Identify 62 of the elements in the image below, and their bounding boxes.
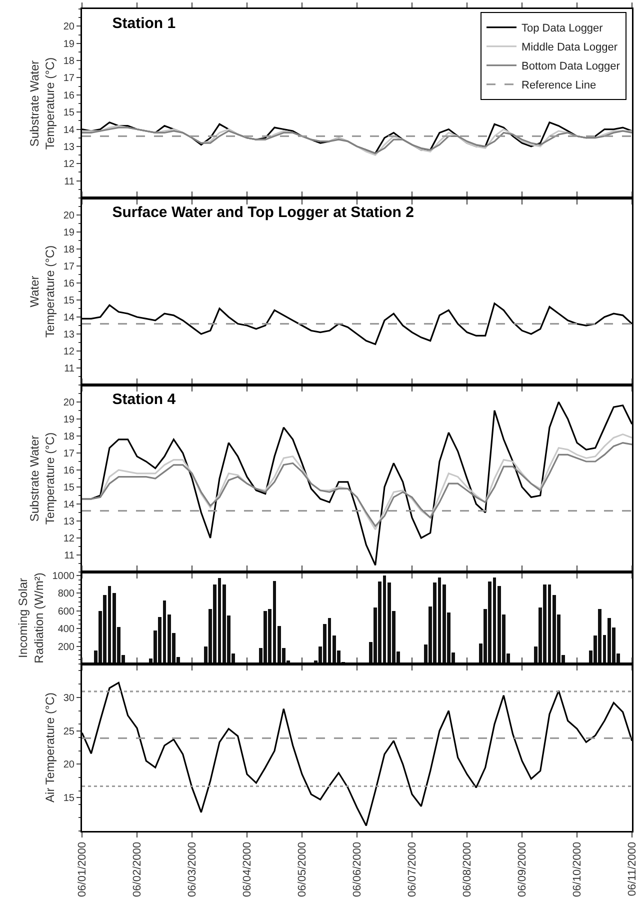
- y-tick-label: 18: [63, 244, 75, 256]
- y-axis-title: Air Temperature (°C): [42, 692, 57, 802]
- x-tick-label: 06/01/2000: [76, 842, 89, 897]
- y-tick-label: 19: [63, 228, 75, 238]
- y-tick-label: 11: [64, 176, 75, 188]
- y-tick-label: 11: [64, 550, 75, 562]
- x-tick-label: 06/10/2000: [572, 842, 584, 897]
- y-tick-label: 15: [63, 296, 75, 306]
- y-tick-label: 18: [63, 56, 75, 68]
- y-axis-title: Substrate Water Temperature (°C): [27, 432, 57, 525]
- x-tick-label: 06/09/2000: [516, 842, 529, 897]
- x-tick-label: 06/03/2000: [186, 842, 199, 897]
- y-tick-label: 14: [63, 312, 75, 324]
- y-tick-label: 15: [63, 108, 75, 119]
- y-tick-label: 13: [63, 330, 75, 340]
- x-tick-label: 06/08/2000: [462, 842, 474, 897]
- y-tick-label: 800: [58, 588, 75, 600]
- legend-label: Top Data Logger: [522, 22, 604, 35]
- x-tick-label: 06/04/2000: [242, 842, 254, 897]
- y-tick-label: 17: [63, 448, 75, 460]
- y-tick-label: 16: [63, 466, 75, 476]
- y-tick-label: 17: [63, 73, 75, 84]
- chart-title: Surface Water and Top Logger at Station 2: [112, 204, 414, 221]
- x-tick-label: 06/07/2000: [406, 842, 419, 897]
- y-tick-label: 20: [63, 398, 75, 408]
- y-tick-label: 13: [63, 142, 75, 153]
- y-tick-label: 13: [63, 516, 75, 528]
- y-axis-title: Incoming Solar Radiation (W/m²): [16, 572, 46, 664]
- y-tick-label: 17: [63, 262, 75, 272]
- chart-title: Station 4: [112, 390, 176, 408]
- y-axis-title: Substrate Water Temperature (°C): [27, 57, 57, 150]
- legend-label: Middle Data Logger: [522, 42, 618, 54]
- x-tick-label: 06/02/2000: [132, 842, 144, 897]
- y-tick-label: 11: [64, 364, 75, 374]
- y-tick-label: 16: [63, 278, 75, 290]
- y-tick-label: 19: [63, 414, 75, 426]
- y-tick-label: 20: [63, 760, 75, 771]
- x-tick-label: 06/06/2000: [352, 842, 364, 897]
- y-tick-label: 12: [63, 159, 75, 170]
- y-tick-label: 18: [63, 432, 75, 442]
- y-tick-label: 14: [63, 500, 75, 510]
- y-tick-label: 12: [63, 534, 75, 544]
- y-axis-title: Water Temperature (°C): [27, 245, 57, 338]
- legend-label: Bottom Data Logger: [522, 60, 620, 73]
- y-tick-label: 15: [63, 482, 75, 494]
- y-tick-label: 1000: [52, 571, 75, 582]
- x-tick-label: 06/05/2000: [296, 842, 309, 897]
- y-tick-label: 16: [63, 90, 75, 102]
- chart-title: Station 1: [112, 15, 176, 32]
- legend-label: Reference Line: [522, 80, 596, 92]
- y-tick-label: 19: [63, 38, 75, 50]
- y-tick-label: 20: [63, 22, 75, 33]
- y-tick-label: 20: [63, 210, 75, 222]
- y-tick-label: 25: [63, 726, 75, 738]
- y-tick-label: 14: [63, 124, 75, 136]
- y-tick-label: 30: [63, 692, 75, 704]
- y-tick-label: 200: [58, 642, 75, 653]
- y-tick-label: 15: [63, 793, 75, 804]
- y-tick-label: 400: [58, 624, 75, 636]
- y-tick-label: 600: [58, 606, 75, 618]
- x-tick-label: 06/11/2000: [626, 842, 639, 896]
- y-tick-label: 12: [63, 346, 75, 358]
